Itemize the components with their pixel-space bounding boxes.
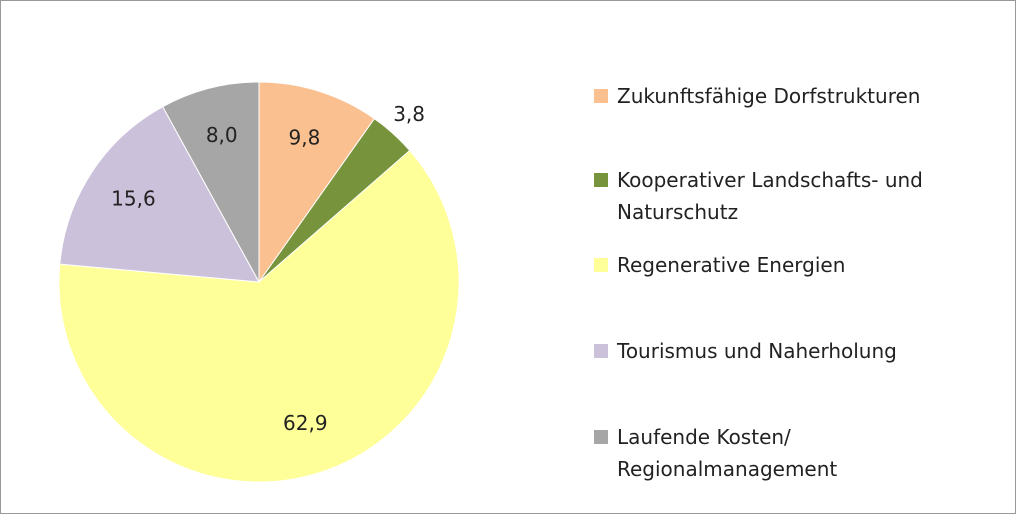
legend-label: Kooperativer Landschafts- und Naturschut… — [617, 168, 923, 224]
pie-slice — [59, 106, 260, 283]
data-label: 62,9 — [283, 411, 328, 435]
pie-slice — [258, 81, 376, 284]
data-label: 8,0 — [206, 123, 238, 147]
data-label: 3,8 — [393, 102, 425, 126]
legend-item: Zukunftsfähige Dorfstrukturen — [594, 80, 920, 112]
legend-item: Tourismus und Naherholung — [594, 335, 897, 367]
legend-label: Laufende Kosten/ Regionalmanagement — [617, 425, 838, 481]
legend-swatch — [594, 258, 608, 272]
legend-swatch — [594, 173, 608, 187]
legend-swatch — [594, 89, 608, 103]
legend-label: Regenerative Energien — [617, 253, 846, 277]
data-label: 15,6 — [111, 186, 156, 210]
legend-swatch — [594, 344, 608, 358]
legend-label: Zukunftsfähige Dorfstrukturen — [617, 84, 921, 108]
legend-label: Tourismus und Naherholung — [617, 339, 897, 363]
legend-swatch — [594, 430, 608, 444]
legend-item: Regenerative Energien — [594, 249, 845, 281]
legend-item: Kooperativer Landschafts- und Naturschut… — [594, 164, 923, 228]
pie-slice — [162, 81, 260, 283]
pie-slice — [58, 149, 460, 483]
data-label: 9,8 — [289, 126, 321, 150]
legend-item: Laufende Kosten/ Regionalmanagement — [594, 421, 837, 485]
